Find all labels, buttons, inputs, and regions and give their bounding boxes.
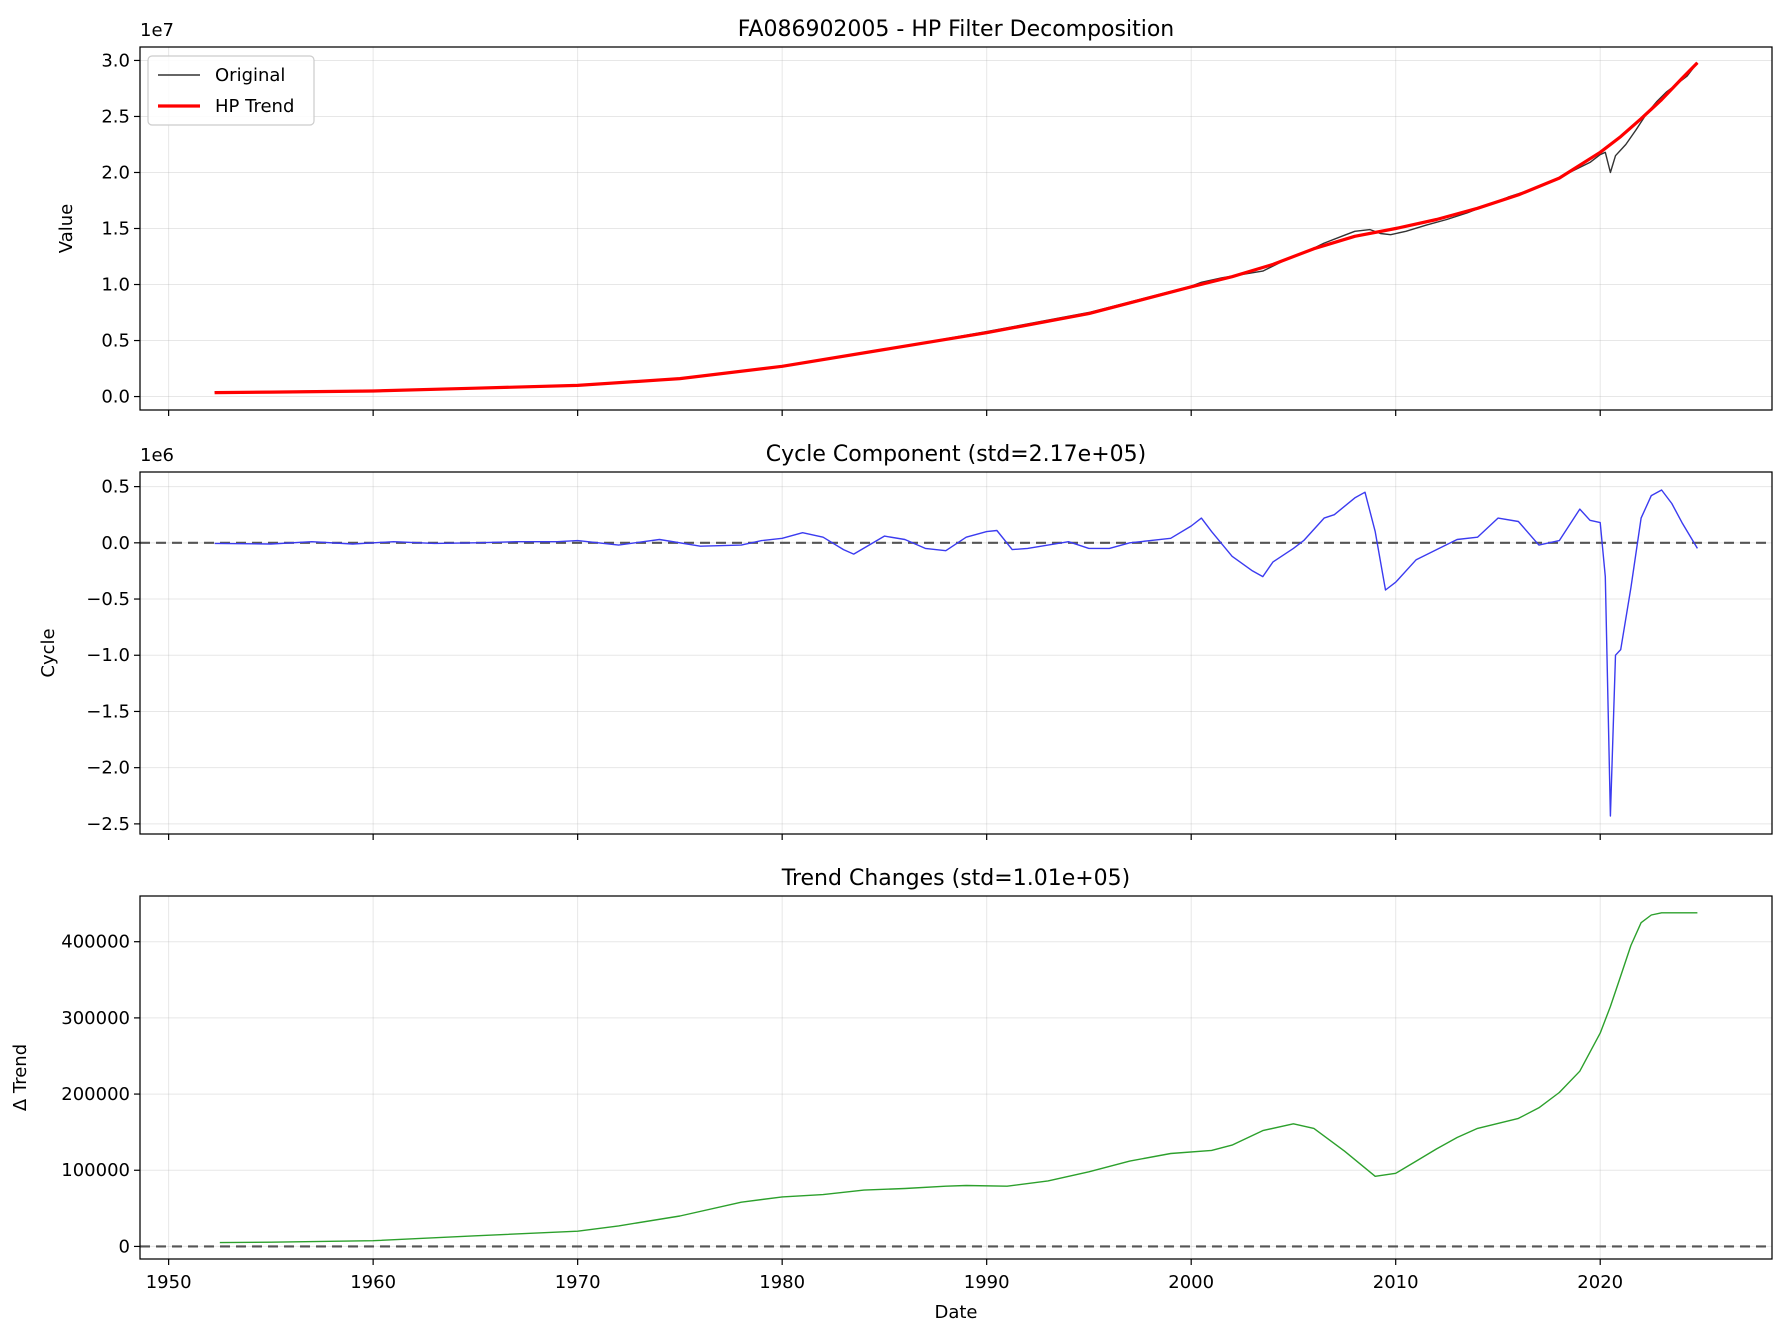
legend-box [147, 55, 315, 126]
y-offset-label-1e7: 1e7 [140, 20, 174, 41]
panel-original-trend: FA086902005 - HP Filter Decomposition 1e… [56, 17, 1773, 416]
x-tick-label-1980: 1980 [759, 1272, 805, 1293]
p1-ytick-label-3: 1.5 [101, 219, 130, 240]
panel-title-cycle: Cycle Component (std=2.17e+05) [766, 442, 1146, 467]
x-tick-label-1990: 1990 [964, 1272, 1010, 1293]
x-tick-label-1970: 1970 [555, 1272, 601, 1293]
x-tick-label-1950: 1950 [146, 1272, 192, 1293]
y-axis-label-value: Value [56, 204, 77, 253]
p1-line-hp-trend [214, 61, 1699, 395]
panel2-plot-layer: −2.5 −2.0 −1.5 −1.0 −0.5 0.0 0.5 [86, 471, 1773, 840]
p1-ytick-label-5: 2.5 [101, 106, 130, 127]
x-tick-label-2010: 2010 [1373, 1272, 1419, 1293]
panel-cycle: Cycle Component (std=2.17e+05) 1e6 Cycle… [38, 442, 1773, 840]
panel-title-hp-decomposition: FA086902005 - HP Filter Decomposition [738, 17, 1174, 42]
p3-ytick-label-2: 200000 [61, 1084, 130, 1105]
x-tick-label-2000: 2000 [1168, 1272, 1214, 1293]
y-offset-label-1e6: 1e6 [140, 445, 174, 466]
legend-label-original: Original [215, 65, 285, 86]
p1-line-original [214, 62, 1698, 393]
p3-ytick-label-3: 300000 [61, 1008, 130, 1029]
panel-title-trend-changes: Trend Changes (std=1.01e+05) [781, 866, 1131, 891]
p2-ytick-label-3: −1.0 [86, 645, 130, 666]
p1-ytick-label-2: 1.0 [101, 275, 130, 296]
y-axis-label-cycle: Cycle [38, 628, 59, 677]
panel-trend-changes: Trend Changes (std=1.01e+05) Δ Trend 195… [10, 866, 1773, 1293]
y-axis-label-delta-trend: Δ Trend [10, 1044, 31, 1111]
x-tick-label-2020: 2020 [1577, 1272, 1623, 1293]
p1-ytick-label-1: 0.5 [101, 331, 130, 352]
p3-axes-frame [139, 895, 1773, 1260]
p2-ytick-label-2: −1.5 [86, 701, 130, 722]
p3-ytick-label-0: 0 [119, 1236, 130, 1257]
x-axis-label-date: Date [934, 1302, 977, 1323]
p3-ytick-label-1: 100000 [61, 1160, 130, 1181]
p1-axes-frame [139, 46, 1773, 411]
legend: Original HP Trend [147, 55, 315, 126]
p1-ytick-label-6: 3.0 [101, 50, 130, 71]
legend-label-hp-trend: HP Trend [215, 96, 294, 117]
p2-ytick-label-4: −0.5 [86, 589, 130, 610]
p3-line-series-0 [219, 912, 1698, 1244]
panel1-plot-layer: 0.0 0.5 1.0 1.5 2.0 2.5 3.0 [101, 46, 1773, 416]
p3-ytick-label-4: 400000 [61, 932, 130, 953]
p2-axes-frame [139, 471, 1773, 835]
p1-ytick-label-0: 0.0 [101, 387, 130, 408]
p1-ytick-label-4: 2.0 [101, 162, 130, 183]
p2-ytick-label-0: −2.5 [86, 814, 130, 835]
p2-line-series-0 [214, 489, 1699, 817]
x-tick-label-1960: 1960 [350, 1272, 396, 1293]
p2-ytick-label-1: −2.0 [86, 758, 130, 779]
p2-ytick-label-5: 0.0 [101, 533, 130, 554]
panel3-plot-layer: 1950 1960 1970 1980 1990 2000 2010 2020 0 100000 2… [61, 895, 1773, 1293]
p2-ytick-label-6: 0.5 [101, 477, 130, 498]
